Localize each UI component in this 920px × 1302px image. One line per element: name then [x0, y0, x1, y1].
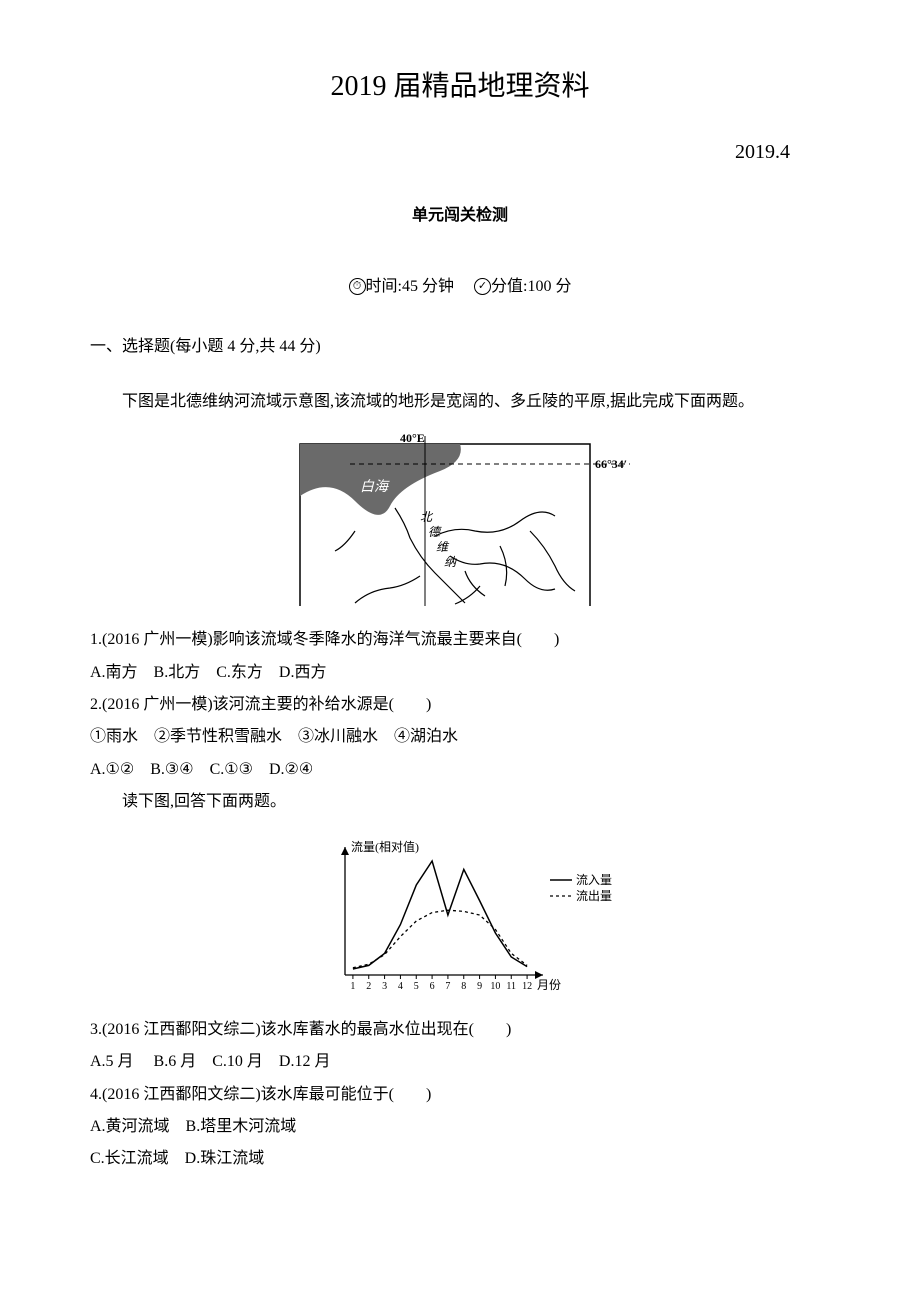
svg-text:流出量: 流出量	[576, 889, 612, 903]
question-4: 4.(2016 江西鄱阳文综二)该水库最可能位于( )	[90, 1080, 830, 1110]
svg-text:流入量: 流入量	[576, 873, 612, 887]
clock-icon: ⏱	[349, 278, 366, 295]
svg-text:8: 8	[461, 981, 466, 992]
question-3: 3.(2016 江西鄱阳文综二)该水库蓄水的最高水位出现在( )	[90, 1015, 830, 1045]
chart-svg: 流量(相对值)123456789101112月份流入量流出量	[305, 825, 615, 995]
svg-text:6: 6	[430, 981, 435, 992]
map-svg: 白海 40°E 66°34′ 57° 北德维纳	[280, 426, 640, 606]
svg-text:57°: 57°	[595, 603, 612, 606]
intro-paragraph-2: 读下图,回答下面两题。	[90, 787, 830, 817]
svg-text:3: 3	[382, 981, 387, 992]
svg-text:9: 9	[477, 981, 482, 992]
svg-text:7: 7	[445, 981, 450, 992]
svg-text:12: 12	[522, 981, 532, 992]
main-title: 2019 届精品地理资料	[90, 60, 830, 113]
svg-text:维: 维	[436, 540, 450, 554]
question-4-options-line2: C.长江流域 D.珠江流域	[90, 1144, 830, 1174]
subtitle: 单元闯关检测	[90, 201, 830, 231]
svg-text:11: 11	[506, 981, 516, 992]
svg-text:1: 1	[350, 981, 355, 992]
time-score-row: ⏱时间:45 分钟 ✓分值:100 分	[90, 272, 830, 302]
svg-text:4: 4	[398, 981, 403, 992]
map-figure: 白海 40°E 66°34′ 57° 北德维纳	[90, 426, 830, 617]
question-2: 2.(2016 广州一模)该河流主要的补给水源是( )	[90, 690, 830, 720]
check-icon: ✓	[474, 278, 491, 295]
question-1-options: A.南方 B.北方 C.东方 D.西方	[90, 658, 830, 688]
svg-text:纳: 纳	[444, 555, 457, 569]
svg-text:月份: 月份	[537, 978, 561, 992]
section-heading: 一、选择题(每小题 4 分,共 44 分)	[90, 332, 830, 362]
question-2-items: ①雨水 ②季节性积雪融水 ③冰川融水 ④湖泊水	[90, 722, 830, 752]
svg-text:流量(相对值): 流量(相对值)	[351, 839, 419, 854]
svg-text:白海: 白海	[360, 479, 390, 495]
svg-text:北: 北	[420, 510, 434, 524]
question-3-options: A.5 月 B.6 月 C.10 月 D.12 月	[90, 1047, 830, 1077]
time-label: 时间:45 分钟	[366, 278, 454, 295]
question-1: 1.(2016 广州一模)影响该流域冬季降水的海洋气流最主要来自( )	[90, 625, 830, 655]
svg-text:德: 德	[428, 525, 442, 539]
chart-figure: 流量(相对值)123456789101112月份流入量流出量	[90, 825, 830, 1006]
svg-text:2: 2	[366, 981, 371, 992]
svg-text:5: 5	[414, 981, 419, 992]
intro-paragraph-1: 下图是北德维纳河流域示意图,该流域的地形是宽阔的、多丘陵的平原,据此完成下面两题…	[90, 387, 830, 417]
svg-text:66°34′: 66°34′	[595, 457, 627, 471]
question-4-options-line1: A.黄河流域 B.塔里木河流域	[90, 1112, 830, 1142]
question-2-options: A.①② B.③④ C.①③ D.②④	[90, 755, 830, 785]
svg-text:10: 10	[490, 981, 500, 992]
date: 2019.4	[90, 133, 790, 171]
svg-text:40°E: 40°E	[400, 431, 425, 445]
score-label: 分值:100 分	[491, 278, 571, 295]
